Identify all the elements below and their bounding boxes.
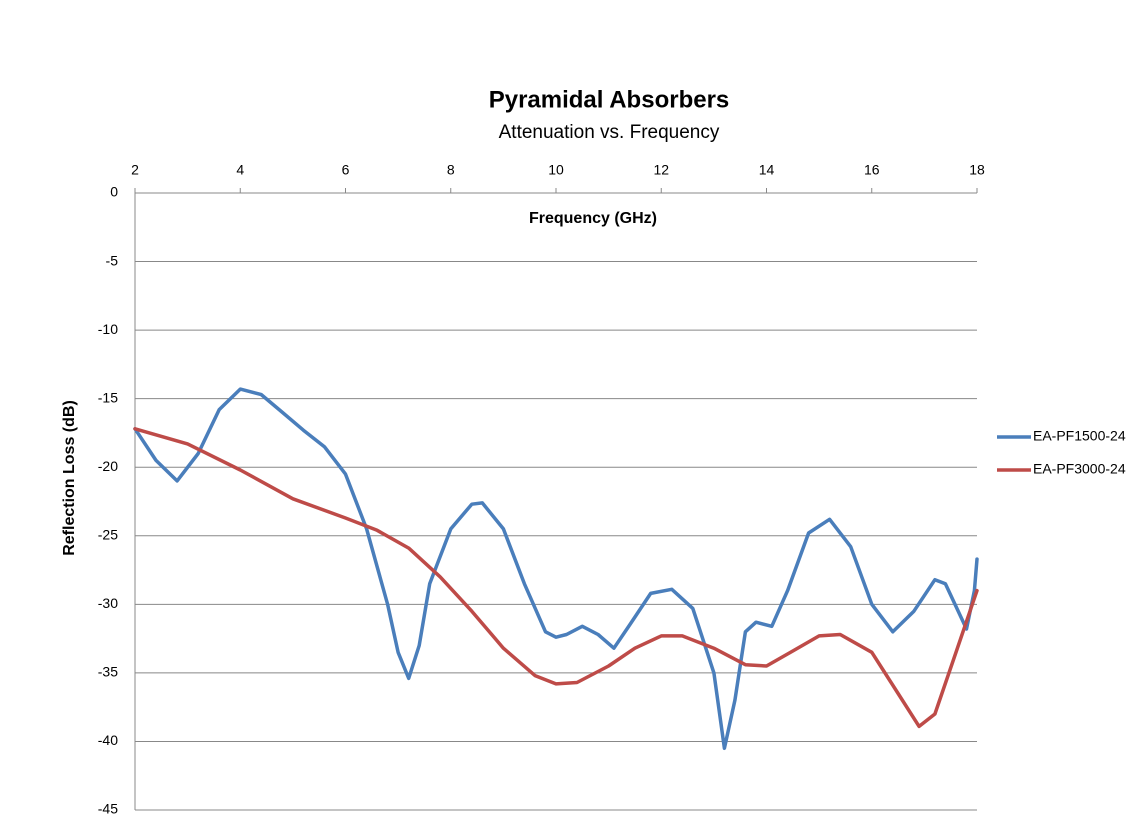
y-tick-label: 0	[110, 184, 118, 200]
y-tick-label: -5	[106, 252, 119, 268]
x-tick-label: 4	[236, 162, 244, 178]
x-tick-label: 18	[969, 162, 985, 178]
x-tick-label: 2	[131, 162, 139, 178]
x-tick-label: 16	[864, 162, 880, 178]
legend-label: EA-PF1500-24	[1033, 428, 1126, 444]
series-line	[133, 427, 979, 729]
x-tick-label: 6	[342, 162, 350, 178]
x-tick-label: 8	[447, 162, 455, 178]
chart-subtitle: Attenuation vs. Frequency	[499, 122, 720, 143]
y-tick-label: -30	[98, 595, 118, 611]
y-tick-label: -10	[98, 321, 118, 337]
y-tick-label: -15	[98, 389, 118, 405]
x-tick-label: 12	[653, 162, 669, 178]
y-tick-label: -40	[98, 732, 118, 748]
y-tick-label: -35	[98, 664, 118, 680]
x-tick-label: 14	[759, 162, 775, 178]
x-axis-label: Frequency (GHz)	[529, 210, 657, 227]
y-tick-label: -45	[98, 801, 118, 817]
series-line	[133, 387, 979, 751]
y-axis-label: Reflection Loss (dB)	[61, 400, 78, 556]
y-tick-label: -20	[98, 458, 118, 474]
y-tick-label: -25	[98, 526, 118, 542]
legend-label: EA-PF3000-24	[1033, 461, 1126, 477]
chart-title: Pyramidal Absorbers	[489, 86, 730, 113]
x-tick-label: 10	[548, 162, 564, 178]
